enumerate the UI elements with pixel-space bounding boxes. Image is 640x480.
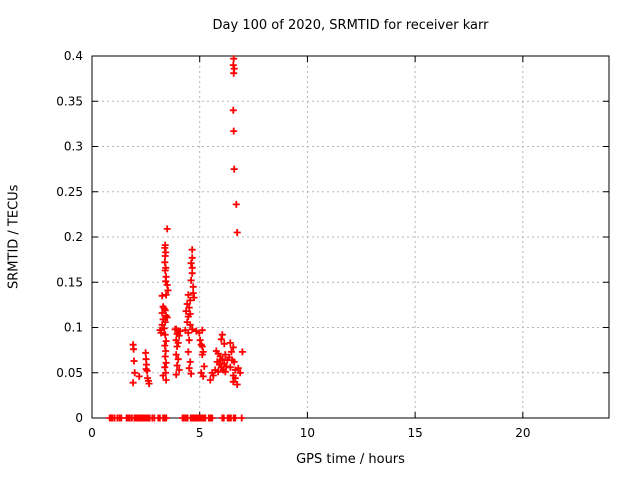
svg-text:5: 5 [196,426,204,440]
svg-text:0.2: 0.2 [64,230,83,244]
svg-text:0.35: 0.35 [56,94,83,108]
svg-text:0.05: 0.05 [56,366,83,380]
svg-text:15: 15 [407,426,422,440]
svg-text:0: 0 [75,411,83,425]
chart-title: Day 100 of 2020, SRMTID for receiver kar… [212,18,489,33]
svg-text:10: 10 [300,426,315,440]
svg-text:0.3: 0.3 [64,140,83,154]
svg-text:0.25: 0.25 [56,185,83,199]
x-axis-label: GPS time / hours [296,452,405,467]
svg-text:0.15: 0.15 [56,275,83,289]
svg-text:20: 20 [515,426,530,440]
svg-text:0.4: 0.4 [64,49,83,63]
svg-text:0.1: 0.1 [64,321,83,335]
svg-text:0: 0 [88,426,96,440]
